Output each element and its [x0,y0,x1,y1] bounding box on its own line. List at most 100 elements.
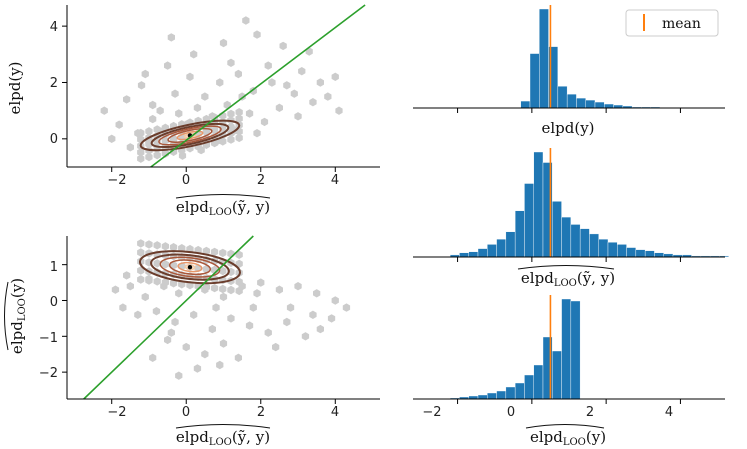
hexbin-cell [137,239,145,248]
hexbin-cell [245,321,254,330]
hexbin-cell [216,360,224,370]
hexbin-cell [298,67,306,76]
scatter-top-xtick-label: 2 [257,173,265,188]
hist-elpd-loo-xtick-label: −2 [422,405,441,420]
histogram-bar [539,8,549,109]
hexbin-cell [193,103,202,112]
hexbin-cell [161,278,169,287]
scatter-bottom-regression-line [83,235,254,400]
histogram-bar [635,249,646,258]
hexbin-cell [156,106,164,115]
histogram-bar [468,251,479,258]
hexbin-cell [275,103,283,112]
histogram-bar [552,201,562,258]
hexbin-cell [227,314,235,323]
scatter-top-regression-line [150,4,366,168]
hexbin-cell [331,72,339,81]
hexbin-cell [153,259,161,268]
hexbin-cell [175,371,183,380]
hist-elpd-ticks [457,108,681,113]
kde-contour [168,259,212,276]
hexbin-cell [108,134,116,143]
hexbin-cell [123,95,131,104]
legend-box [625,9,719,37]
hist-elpd-loo-ticks [457,399,681,404]
histogram-bar [626,247,637,258]
hexbin-cell [219,339,228,348]
histogram-bar [514,210,525,258]
hexbin-cell [202,282,210,292]
hexbin-cell [202,264,210,274]
histogram-bar [654,252,664,258]
histogram-bar [524,183,534,258]
hexbin-cell [219,248,227,258]
hexbin-cell [137,275,145,284]
hexbin-cell [275,285,283,294]
hist-elpd-loo-tilde-bars [449,151,729,258]
hexbin-cell [212,303,220,312]
hexbin-cell [145,276,153,285]
hexbin-cell [235,114,243,123]
hexbin-cell [242,16,250,25]
hexbin-cell [164,61,172,70]
histogram-bar [477,248,488,258]
hist-elpd-loo-xtick-label: 4 [665,405,673,420]
hist-elpd-loo-xtick-label: 0 [507,405,515,420]
hexbin-cell [169,252,178,261]
hexbin-cell [193,364,202,373]
hexbin-cell [201,350,209,359]
histogram-bar [585,99,596,109]
legend: mean [625,9,719,37]
hexbin-cell [210,126,219,135]
hexbin-cell [301,332,310,341]
scatter-bottom-ytick-label: −1 [39,331,58,346]
hist-elpd-loo-tilde-ticks [457,257,681,262]
hexbin-cell [201,92,209,101]
hexbin-cell [290,89,298,98]
hexbin-cell [253,289,261,298]
scatter-bottom-kde-contours [138,250,241,285]
hexbin-cell [235,250,243,259]
histogram-bar [459,252,469,258]
histogram-bar [617,244,627,258]
hat-icon [175,424,271,429]
histogram-bar [607,242,618,258]
hexbin-cell [190,50,198,59]
hexbin-cell [153,241,161,250]
hexbin-cell [316,78,324,87]
histogram-bar [561,216,572,258]
hexbin-cell [100,106,108,115]
scatter-top-ticks [62,25,336,172]
histogram-bar [552,350,562,400]
kde-contour [177,261,203,273]
hist-elpd-loo-xlabel: elpdLOO(y) [530,428,606,448]
hexbin-cell [169,261,178,270]
hexbin-cell [161,260,169,269]
hexbin-cell [309,310,317,319]
histogram-bar [594,101,605,109]
hexbin-cell [235,108,243,117]
hexbin-cell [141,292,149,302]
hexbin-cell [145,152,153,162]
kde-contour [159,256,221,278]
hexbin-cell [149,353,157,362]
hexbin-cell [324,92,332,101]
hexbin-cell [313,289,321,298]
hexbin-cell [219,266,227,276]
scatter-bottom-xlabel: elpdLOO(ỹ, y) [176,428,270,448]
hexbin-cell [153,277,161,286]
hat-icon [525,424,605,429]
scatter-top-ylabel: elpd(y) [6,61,24,114]
scatter-top-xtick-label: 0 [182,173,190,188]
hist-elpd-loo-tilde-panel: elpdLOO(ỹ, y) [413,148,729,289]
hexbin-cell [227,285,235,295]
scatter-top-xtick-label: 4 [331,173,339,188]
hexbin-cell [216,78,224,87]
scatter-bottom-ytick-label: 1 [50,260,58,275]
hexbin-cell [249,303,257,312]
hexbin-cell [190,310,198,319]
hexbin-cell [235,133,243,143]
hexbin-cell [227,135,235,144]
hexbin-cell [175,109,183,118]
